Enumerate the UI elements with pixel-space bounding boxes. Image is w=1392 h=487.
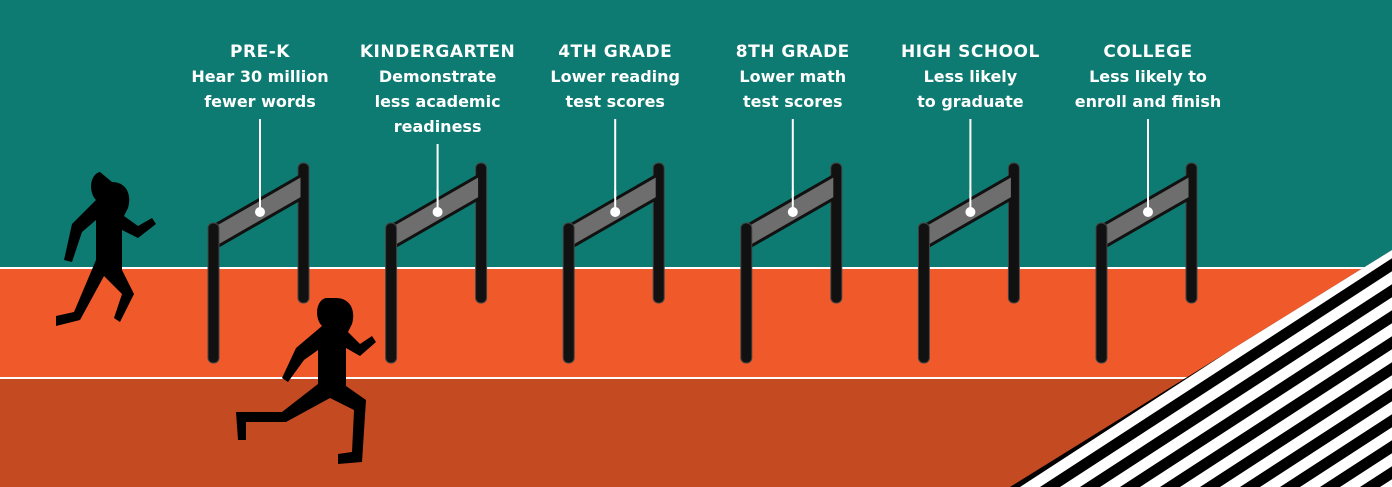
pointer-dot <box>1143 207 1153 217</box>
stage-title: PRE-K <box>230 42 290 62</box>
stage-description: fewer words <box>204 92 316 111</box>
pointer-dot <box>610 207 620 217</box>
stage-description: test scores <box>743 92 843 111</box>
hurdle-post <box>208 223 219 363</box>
pointer-dot <box>788 207 798 217</box>
stage-description: Lower math <box>739 67 846 86</box>
stage-description: Lower reading <box>550 67 680 86</box>
pointer-dot <box>965 207 975 217</box>
pointer-dot <box>433 207 443 217</box>
stage-description: enroll and finish <box>1075 92 1222 111</box>
stage-title: COLLEGE <box>1103 42 1192 62</box>
stage-description: Less likely <box>924 67 1018 86</box>
scene: PRE-K Hear 30 million fewer words KINDERGAR… <box>0 0 1392 487</box>
hurdle-post <box>1096 223 1107 363</box>
stage-description: to graduate <box>917 92 1024 111</box>
stage-title: 4TH GRADE <box>558 42 672 62</box>
hurdle-post <box>386 223 397 363</box>
stage-description: Demonstrate <box>379 67 497 86</box>
stage-title: HIGH SCHOOL <box>901 42 1040 62</box>
hurdle-post <box>741 223 752 363</box>
stage-description: Less likely to <box>1089 67 1207 86</box>
hurdle-post <box>918 223 929 363</box>
hurdle-post <box>563 223 574 363</box>
stage-description: readiness <box>394 117 482 136</box>
stage-title: 8TH GRADE <box>736 42 850 62</box>
stage-description: test scores <box>565 92 665 111</box>
stage-description: Hear 30 million <box>191 67 328 86</box>
pointer-dot <box>255 207 265 217</box>
stage-title: KINDERGARTEN <box>360 42 515 62</box>
page: PRE-K Hear 30 million fewer words KINDERGAR… <box>0 0 1392 487</box>
stage-description: less academic <box>375 92 501 111</box>
